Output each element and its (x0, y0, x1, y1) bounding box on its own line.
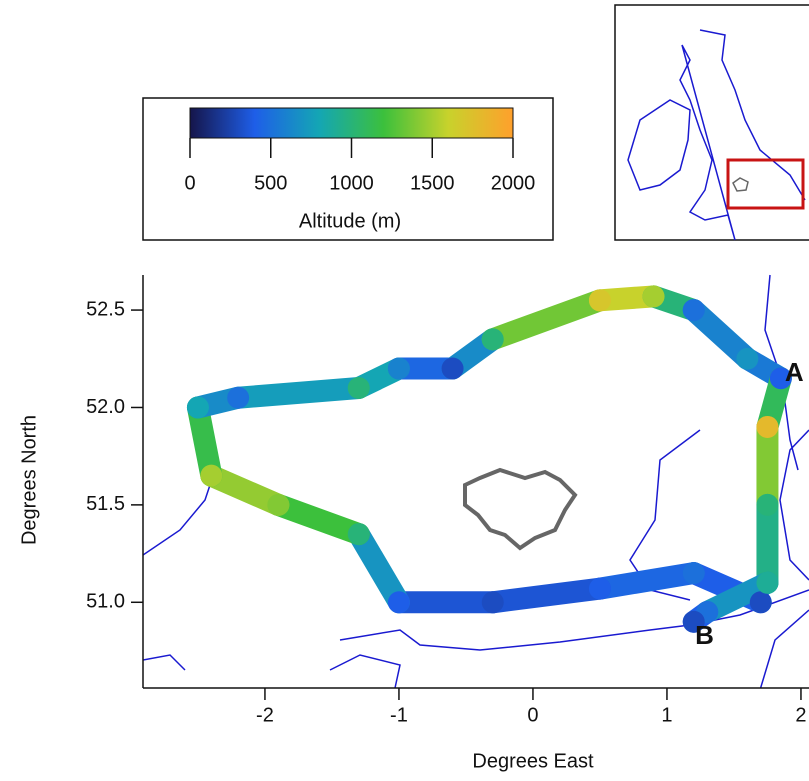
track-segment (186, 396, 223, 487)
track-point (642, 285, 665, 308)
y-tick-label: 52.0 (86, 396, 125, 418)
track-point (769, 367, 792, 390)
y-axis-title: Degrees North (18, 415, 40, 545)
track-point (756, 571, 779, 594)
track-point (441, 357, 464, 380)
track-point (387, 591, 410, 614)
annotation: B (695, 620, 714, 650)
inset-map (614, 4, 809, 241)
track-segment (696, 571, 779, 624)
y-tick-label: 51.5 (86, 493, 125, 515)
annotation: A (785, 357, 804, 387)
track-segment (267, 493, 370, 546)
track-segment (227, 376, 370, 409)
track-point (756, 493, 779, 516)
colorbar-tick-label: 1500 (410, 172, 455, 194)
y-tick-label: 52.5 (86, 298, 125, 320)
track-point (756, 415, 779, 438)
track-point (200, 464, 223, 487)
track-point (267, 493, 290, 516)
track-segment (682, 299, 759, 370)
colorbar-tick-label: 2000 (491, 172, 536, 194)
track-point (588, 289, 611, 312)
track-point (682, 610, 705, 633)
colorbar (189, 107, 514, 139)
x-tick-label: 2 (795, 704, 806, 726)
x-tick-label: -2 (256, 704, 274, 726)
track (186, 285, 792, 633)
track-point (387, 357, 410, 380)
track-point (347, 376, 370, 399)
x-tick-label: 0 (527, 704, 538, 726)
track-point (481, 328, 504, 351)
x-axis-title: Degrees East (472, 750, 594, 772)
x-tick-label: 1 (661, 704, 672, 726)
track-point (682, 562, 705, 585)
track-segment (481, 289, 611, 351)
track-point (227, 386, 250, 409)
track-point (186, 396, 209, 419)
track-point (481, 591, 504, 614)
x-tick-label: -1 (390, 704, 408, 726)
track-segment (588, 562, 705, 600)
colorbar-tick-label: 500 (254, 172, 287, 194)
colorbar-label: Altitude (m) (299, 210, 401, 232)
track-segment (481, 577, 611, 614)
colorbar-tick-label: 1000 (329, 172, 374, 194)
track-segment (347, 523, 410, 614)
colorbar-tick-label: 0 (184, 172, 195, 194)
track-point (736, 347, 759, 370)
coastlines (143, 274, 809, 688)
track-point (749, 591, 772, 614)
track-point (588, 577, 611, 600)
track-point (682, 299, 705, 322)
y-tick-label: 51.0 (86, 591, 125, 613)
track-point (347, 523, 370, 546)
track-segment (200, 464, 290, 516)
